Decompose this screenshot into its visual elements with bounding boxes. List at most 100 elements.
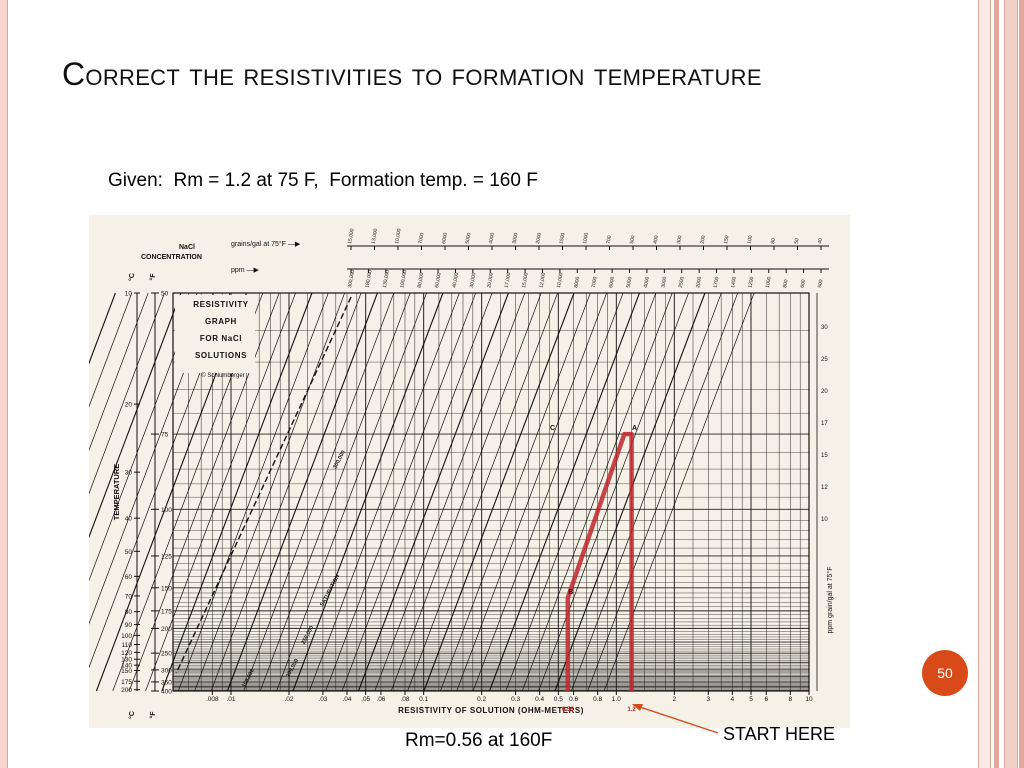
grains-tick-label: 40 [817,238,824,245]
concentration-line [439,292,591,692]
right-tick-label: 25 [821,357,828,363]
concentration-line [538,292,689,692]
f-tick-label: 125 [161,553,172,560]
chart-title-line: SOLUTIONS [195,351,247,360]
f-tick-label: 150 [161,585,172,592]
ppm-tick-label: 40,000 [452,272,461,288]
concentration-line [325,292,477,692]
grains-tick-label: 150 [723,235,730,244]
chart-title-line: GRAPH [205,317,237,326]
ppm-tick-label: 60,000 [434,272,443,288]
grains-tick-label: 15,000 [347,228,356,244]
grains-tick-label: 13,000 [371,228,380,244]
ppm-label: ppm —▶ [231,267,260,274]
c-tick-label: 60 [125,574,133,581]
c-tick-label: 175 [121,679,132,686]
x-axis: .008 .01 .02 .03 .04 .05 .06 .08 0.1 0.2 0.3 0.4 0.5… [206,691,813,715]
x-tick-label: .01 [226,696,235,703]
concentration-line [194,292,345,692]
left-frame-border [0,0,8,768]
right-tick-label: 30 [821,325,828,331]
correction-trace-line [565,431,634,691]
ppm-tick-label: 20,000 [486,272,495,288]
concentration-line [145,292,296,692]
grains-tick-label: 700 [606,235,613,244]
chart-title-line: RESISTIVITY [193,300,249,309]
ppm-tick-label: 30,000 [469,272,478,288]
c-tick-label: 90 [125,622,133,629]
ppm-tick-label: 600 [800,279,807,288]
c-tick-label: 120 [121,650,132,657]
grains-tick-label: 100 [747,235,754,244]
f-unit-top: °F [149,273,157,281]
x-tick-label: .03 [318,696,327,703]
ppm-tick-label: 300,000 [347,269,356,288]
c-tick-label: 200 [121,687,132,694]
concentration-line [505,292,657,692]
ppm-tick-label: 130,000 [382,269,391,288]
grains-tick-label: 1500 [559,232,567,244]
ppm-tick-label: 2500 [678,276,686,288]
x-tick-label: 0.4 [535,696,544,703]
given-text: Given: Rm = 1.2 at 75 F, Formation temp.… [108,170,538,191]
c-tick-label: 80 [125,609,133,616]
grains-tick-label: 10,000 [394,228,403,244]
c-tick-label: 110 [122,642,133,649]
x-tick-label: 3 [706,696,710,703]
resistivity-chart: .008 .01 .02 .03 .04 .05 .06 .08 0.1 0.2 0.3 0.4 0.5… [0,215,850,728]
x-tick-label: 8 [789,696,793,703]
f-tick-label: 200 [161,626,172,633]
concentration-line [423,292,575,692]
ppm-tick-label: 15,000 [521,272,530,288]
concentration-line [407,292,558,692]
grains-tick-label: 200 [700,235,707,244]
ppm-tick-label: 12,000 [539,272,548,288]
x-tick-label: 10 [805,696,813,703]
c-tick-label: 10 [125,291,133,298]
c-unit-top: °C [128,273,136,281]
grains-label: grains/gal at 75°F —▶ [231,240,301,248]
concentration-line [456,292,608,692]
concentration-line [521,292,673,692]
plot-frame [172,292,810,692]
grains-tick-label: 3000 [512,232,520,244]
concentration-line [276,292,427,692]
c-tick-label: 40 [125,516,133,523]
ppm-tick-label: 3000 [660,276,668,288]
concentration-line [161,292,313,692]
c-tick-label: 100 [121,633,132,640]
c-unit-bottom: °C [128,711,136,719]
x-tick-label: .06 [376,696,385,703]
ppm-tick-label: 180,000 [364,269,373,288]
x-tick-label: 0.6 [569,696,578,703]
legend-box [175,295,255,373]
grains-tick-label: 4000 [488,232,496,244]
ppm-tick-label: 1000 [765,276,773,288]
concentration-line [488,292,640,692]
f-tick-label: 100 [161,507,172,514]
grains-tick-label: 500 [629,235,636,244]
concentration-line [308,292,460,692]
concentration-line [292,292,444,692]
x-axis-title: RESISTIVITY OF SOLUTION (OHM-METERS) [398,706,584,715]
x-tick-label: 0.1 [419,696,428,703]
right-axis: 30 25 20 17 15 12 10 ppm grain/gal at 75°F [816,293,834,691]
c-tick-label: 50 [125,549,133,556]
grains-tick-label: 80 [770,238,777,245]
x-tick-label: .05 [361,696,370,703]
concentration-line [243,292,395,692]
right-tick-label: 10 [821,517,828,523]
correction-trace: A B C 1.2 0.56 [550,425,637,713]
annotation-label: C [550,425,555,432]
c-tick-label: 140 [121,663,132,670]
saturation-line [175,296,352,674]
grains-tick-label: 6000 [441,232,449,244]
x-tick-label: .04 [342,696,351,703]
c-tick-label: 20 [125,402,133,409]
f-tick-label: 350 [161,679,172,686]
right-tick-label: 12 [821,485,828,491]
right-tick-label: 17 [821,421,828,427]
concentration-line [177,292,329,692]
ppm-tick-label: 800 [782,279,789,288]
ppm-tick-label: 4000 [643,276,651,288]
